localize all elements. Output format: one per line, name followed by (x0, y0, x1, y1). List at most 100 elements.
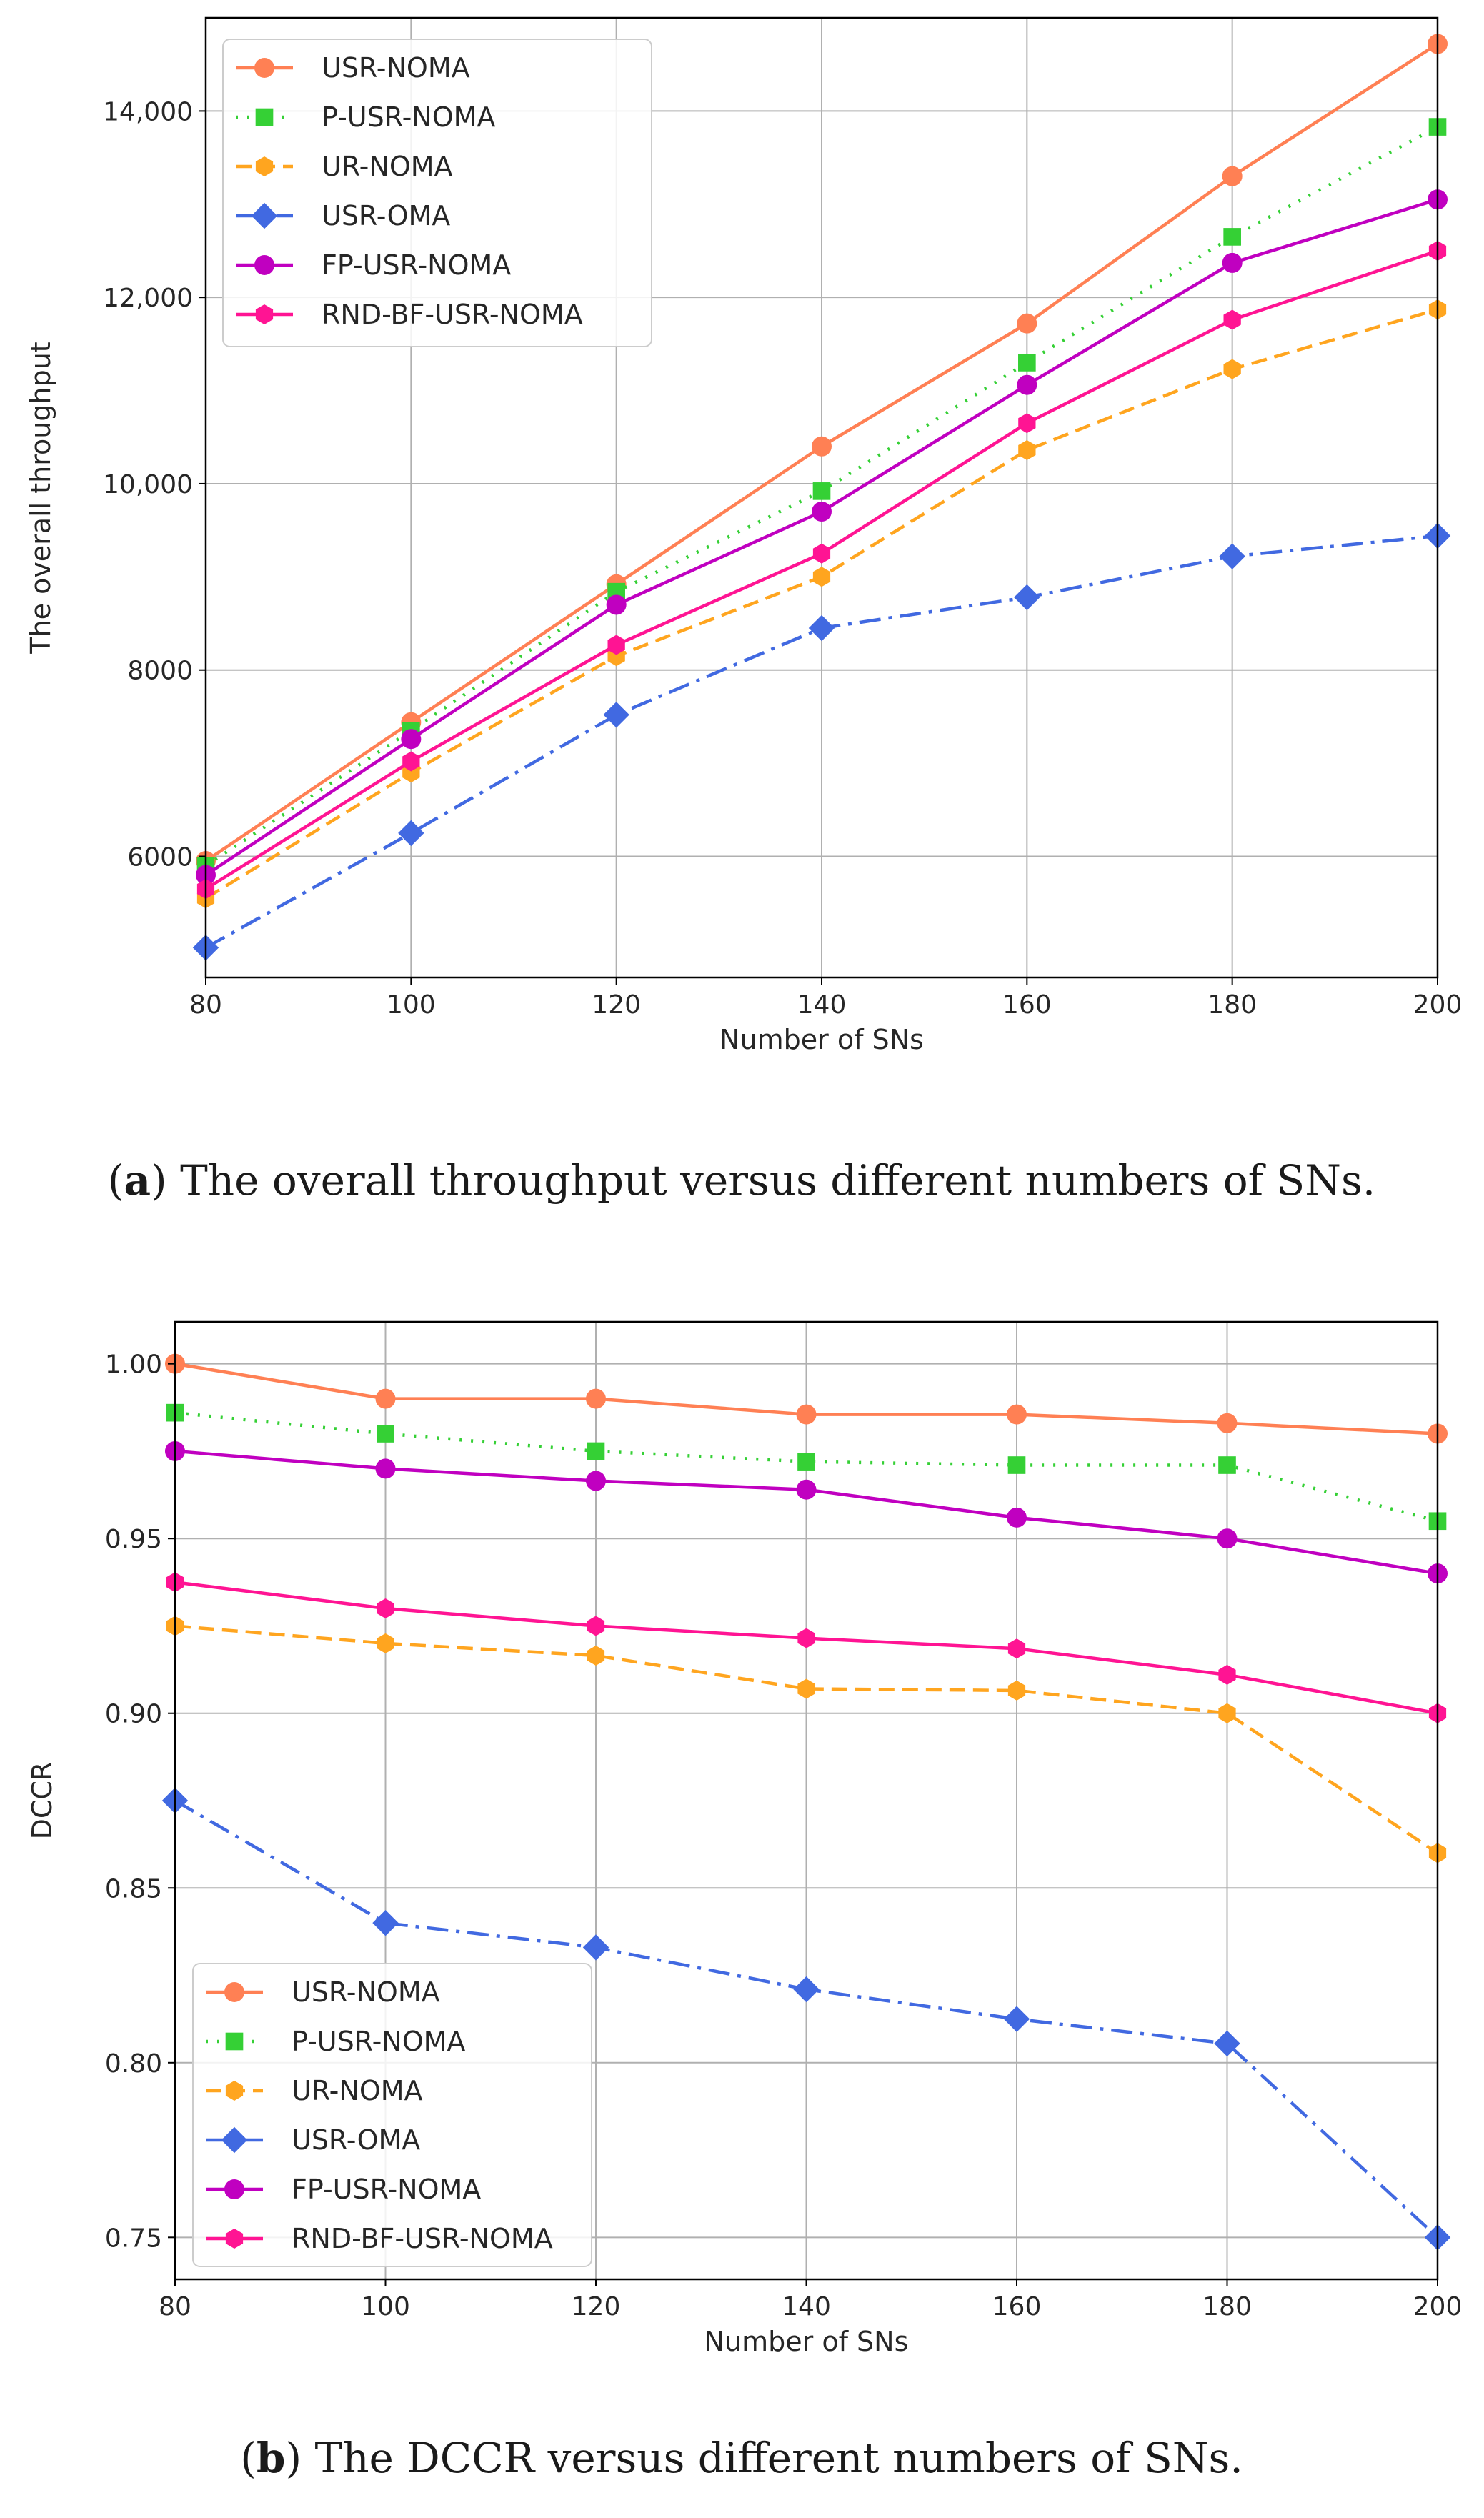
chart-b-point-rnd-bf-usr-noma-180 (1218, 1664, 1236, 1685)
chart-a-point-rnd-bf-usr-noma-140 (812, 543, 831, 564)
chart-a-xtick-label: 100 (387, 990, 436, 1020)
chart-a-legend-box (222, 39, 652, 347)
chart-b-point-ur-noma-120 (587, 1646, 605, 1666)
chart-a-point-rnd-bf-usr-noma-120 (607, 635, 625, 655)
chart-b-point-fp-usr-noma-180 (1217, 1528, 1238, 1549)
chart-b-legend-label-p-usr-noma: P-USR-NOMA (292, 2026, 465, 2057)
chart-b-legend-label-usr-oma: USR-OMA (292, 2124, 420, 2156)
chart-a-ytick-label: 8000 (127, 657, 193, 686)
chart-b-point-p-usr-noma-140 (797, 1453, 815, 1471)
chart-b-point-usr-noma-140 (796, 1404, 817, 1425)
chart-b-point-usr-oma-160 (1003, 2006, 1030, 2032)
chart-b-legend-label-ur-noma: UR-NOMA (292, 2075, 423, 2106)
chart-a-legend-label-usr-noma: USR-NOMA (322, 52, 470, 84)
chart-b-point-usr-noma-180 (1217, 1413, 1238, 1433)
chart-b-point-rnd-bf-usr-noma-140 (797, 1628, 815, 1648)
chart-a-legend-marker-p-usr-noma (255, 108, 274, 126)
chart-a-point-usr-oma-100 (398, 820, 424, 847)
chart-b-legend-marker-rnd-bf-usr-noma (225, 2229, 244, 2249)
chart-b-point-rnd-bf-usr-noma-160 (1007, 1638, 1026, 1659)
chart-a-legend-marker-fp-usr-noma (254, 255, 274, 275)
chart-a-legend-label-rnd-bf-usr-noma: RND-BF-USR-NOMA (322, 299, 583, 330)
chart-b-point-usr-oma-180 (1214, 2030, 1240, 2057)
chart-throughput: 80 100 120 140 160 180 200 6000 8000 10,000 12,000… (25, 16, 1463, 1205)
chart-a-point-rnd-bf-usr-noma-160 (1018, 413, 1036, 434)
chart-b-point-fp-usr-noma-140 (796, 1479, 817, 1500)
chart-b-legend-marker-fp-usr-noma (224, 2179, 244, 2199)
chart-b-point-p-usr-noma-180 (1218, 1456, 1236, 1474)
chart-b-ytick-label: 1.00 (105, 1350, 162, 1380)
chart-b-xtick-label: 80 (159, 2292, 191, 2322)
chart-a-xlabel: Number of SNs (719, 1024, 924, 1055)
chart-b-point-ur-noma-140 (797, 1678, 815, 1699)
chart-b-xlabel: Number of SNs (704, 2326, 909, 2357)
chart-b-legend-label-rnd-bf-usr-noma: RND-BF-USR-NOMA (292, 2223, 553, 2254)
chart-a-point-fp-usr-noma-140 (812, 502, 832, 522)
chart-a-xtick-label: 80 (189, 990, 222, 1020)
chart-a-legend: USR-NOMA P-USR-NOMA UR-NOMA USR-OMA FP-USR-N… (222, 39, 652, 347)
chart-a-point-usr-oma-160 (1014, 584, 1040, 611)
chart-b-point-usr-oma-120 (582, 1934, 609, 1961)
chart-a-xtick-label: 200 (1413, 990, 1463, 1020)
chart-b-legend-marker-usr-noma (224, 1982, 244, 2002)
chart-a-point-usr-oma-180 (1219, 543, 1245, 569)
chart-b-caption: (b) The DCCR versus different numbers of… (240, 2434, 1243, 2482)
chart-b-point-fp-usr-noma-120 (586, 1471, 606, 1491)
chart-a-ytick-label: 10,000 (103, 470, 193, 499)
chart-a-xtick-label: 160 (1002, 990, 1052, 1020)
chart-b-point-p-usr-noma-100 (377, 1425, 394, 1443)
chart-a-legend-label-ur-noma: UR-NOMA (322, 151, 453, 182)
chart-a-point-rnd-bf-usr-noma-180 (1223, 309, 1241, 330)
chart-a-point-usr-noma-180 (1222, 166, 1243, 186)
chart-a-point-ur-noma-180 (1223, 359, 1241, 379)
chart-a-xtick-label: 180 (1207, 990, 1257, 1020)
chart-a-point-fp-usr-noma-160 (1017, 374, 1037, 395)
chart-a-plot: 80 100 120 140 160 180 200 6000 8000 10,000 12,000… (25, 16, 1463, 1205)
chart-a-legend-marker-ur-noma (255, 156, 274, 176)
chart-a-ytick-label: 6000 (127, 842, 193, 872)
chart-b-legend-marker-p-usr-noma (225, 2032, 244, 2051)
chart-b-legend-marker-ur-noma (225, 2081, 244, 2101)
chart-b-legend-label-usr-noma: USR-NOMA (292, 1976, 440, 2008)
chart-a-point-ur-noma-160 (1018, 440, 1036, 460)
chart-a-point-fp-usr-noma-180 (1222, 252, 1243, 273)
chart-a-point-p-usr-noma-180 (1223, 228, 1241, 246)
chart-a-legend-marker-usr-oma (251, 202, 278, 229)
chart-b-plot: 80 100 120 140 160 180 200 0.75 0.80 0.85 0.90 0.95… (26, 1320, 1463, 2482)
chart-b-ylabel: DCCR (26, 1762, 58, 1840)
chart-b-ytick-label: 0.90 (105, 1700, 162, 1729)
chart-a-point-p-usr-noma-140 (812, 482, 831, 500)
chart-a-point-ur-noma-140 (812, 567, 831, 587)
chart-a-legend-label-fp-usr-noma: FP-USR-NOMA (322, 249, 511, 281)
chart-b-xtick-label: 100 (361, 2292, 410, 2322)
chart-a-legend-label-p-usr-noma: P-USR-NOMA (322, 101, 495, 133)
chart-b-xtick-label: 160 (992, 2292, 1042, 2322)
chart-b-legend: USR-NOMA P-USR-NOMA UR-NOMA USR-OMA FP-USR-N… (192, 1963, 592, 2267)
chart-b-ytick-label: 0.85 (105, 1874, 162, 1904)
chart-a-point-fp-usr-noma-120 (606, 594, 627, 615)
chart-b-legend-label-fp-usr-noma: FP-USR-NOMA (292, 2174, 481, 2205)
chart-b-point-fp-usr-noma-100 (375, 1458, 396, 1479)
chart-b-point-ur-noma-100 (377, 1633, 394, 1653)
chart-b-point-p-usr-noma-160 (1007, 1456, 1026, 1474)
chart-b-point-usr-noma-120 (586, 1388, 606, 1409)
chart-b-legend-box (192, 1963, 592, 2267)
chart-a-point-usr-noma-160 (1017, 313, 1037, 334)
chart-a-legend-label-usr-oma: USR-OMA (322, 200, 450, 232)
chart-b-point-usr-noma-160 (1007, 1404, 1027, 1425)
chart-a-legend-marker-rnd-bf-usr-noma (255, 304, 274, 324)
chart-b-point-usr-oma-140 (793, 1976, 820, 2003)
chart-b-point-rnd-bf-usr-noma-120 (587, 1616, 605, 1636)
chart-dccr: 80 100 120 140 160 180 200 0.75 0.80 0.85 0.90 0.95… (26, 1320, 1463, 2482)
chart-a-caption: (a) The overall throughput versus differ… (108, 1156, 1375, 1205)
chart-a-ytick-label: 12,000 (103, 284, 193, 313)
chart-a-point-rnd-bf-usr-noma-100 (402, 751, 420, 772)
chart-a-xtick-label: 120 (592, 990, 641, 1020)
chart-b-ytick-label: 0.80 (105, 2049, 162, 2079)
chart-b-point-p-usr-noma-120 (587, 1442, 605, 1460)
chart-a-point-usr-oma-120 (603, 702, 629, 728)
chart-b-xtick-label: 120 (572, 2292, 621, 2322)
chart-b-xtick-label: 200 (1413, 2292, 1463, 2322)
chart-b-point-rnd-bf-usr-noma-100 (377, 1598, 394, 1618)
chart-b-xtick-label: 180 (1202, 2292, 1252, 2322)
